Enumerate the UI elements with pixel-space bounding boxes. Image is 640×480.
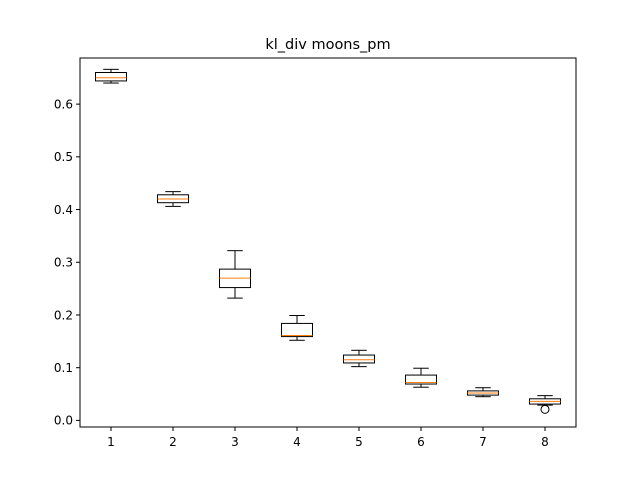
x-tick-label: 8 [541, 435, 549, 449]
y-tick-label: 0.3 [54, 256, 73, 270]
box-iqr [95, 71, 127, 82]
box-group-7 [467, 387, 499, 398]
chart-title: kl_div moons_pm [265, 37, 390, 53]
y-tick-label: 0.0 [54, 414, 73, 428]
box-group-2 [157, 191, 189, 207]
axes-frame [79, 57, 577, 428]
y-tick-label: 0.2 [54, 308, 73, 322]
box-iqr [405, 374, 437, 385]
x-tick-label: 6 [417, 435, 425, 449]
x-tick-label: 5 [355, 435, 363, 449]
box-group-5 [343, 349, 375, 368]
box-group-8 [529, 395, 561, 414]
x-tick-label: 7 [479, 435, 487, 449]
x-tick-label: 2 [169, 435, 177, 449]
box-iqr [281, 322, 313, 338]
box-group-4 [281, 315, 313, 341]
x-tick-label: 4 [293, 435, 301, 449]
x-tick-label: 1 [107, 435, 115, 449]
y-tick-label: 0.6 [54, 97, 73, 111]
y-tick-label: 0.5 [54, 150, 73, 164]
y-tick-label: 0.1 [54, 361, 73, 375]
box-group-6 [405, 367, 437, 388]
outlier-point [540, 404, 550, 414]
y-tick-label: 0.4 [54, 203, 73, 217]
axes-layer: 1 2 3 4 5 6 7 8 0.0 0.1 0.2 0.3 0.4 0.5 0.6 [54, 57, 577, 449]
box-group-3 [219, 250, 251, 299]
x-tick-label: 3 [231, 435, 239, 449]
boxes-layer [95, 68, 561, 414]
box-iqr [343, 354, 375, 364]
box-group-1 [95, 68, 127, 84]
